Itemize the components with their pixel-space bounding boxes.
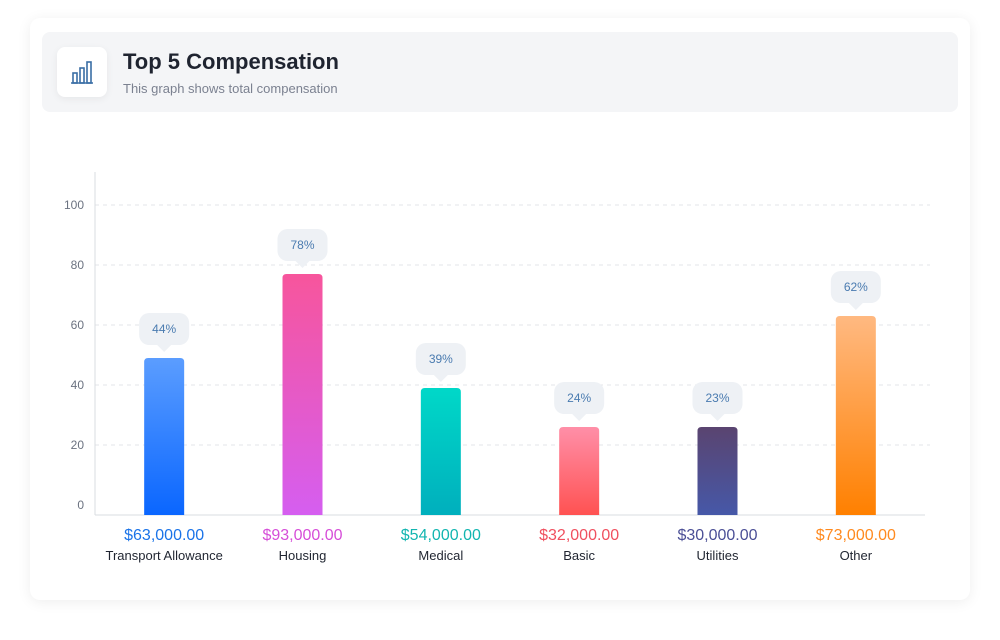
y-tick-label: 100 — [64, 198, 84, 212]
y-tick-label: 40 — [71, 378, 85, 392]
y-tick-label: 20 — [71, 438, 85, 452]
y-tick-label: 0 — [77, 498, 84, 512]
category-label: Utilities — [697, 548, 739, 563]
category-label: Other — [840, 548, 873, 563]
percent-label: 44% — [152, 322, 176, 336]
chart-card — [30, 18, 970, 600]
percent-label: 23% — [705, 391, 729, 405]
percent-bubble — [692, 382, 743, 414]
bar-other[interactable] — [835, 316, 876, 515]
category-label: Transport Allowance — [106, 548, 223, 563]
amount-label: $32,000.00 — [539, 527, 619, 544]
percent-bubble — [830, 271, 881, 303]
y-tick-label: 60 — [71, 318, 85, 332]
amount-label: $30,000.00 — [677, 527, 757, 544]
percent-bubble-pointer — [572, 414, 587, 421]
amount-label: $63,000.00 — [124, 527, 204, 544]
percent-label: 39% — [429, 352, 453, 366]
bar-medical[interactable] — [420, 388, 461, 515]
percent-bubble-pointer — [848, 303, 863, 310]
percent-bubble-pointer — [710, 414, 725, 421]
amount-label: $73,000.00 — [816, 527, 896, 544]
bar-basic[interactable] — [559, 427, 600, 515]
bar-chart-icon — [71, 61, 93, 84]
bar-utilities[interactable] — [697, 427, 738, 515]
percent-bubble-pointer — [433, 375, 448, 382]
amount-label: $54,000.00 — [401, 527, 481, 544]
percent-label: 24% — [567, 391, 591, 405]
percent-bubble-pointer — [295, 261, 310, 268]
percent-bubble — [415, 343, 466, 375]
y-tick-label: 80 — [71, 258, 85, 272]
bar-housing[interactable] — [282, 274, 323, 515]
amount-label: $93,000.00 — [262, 527, 342, 544]
page-title: Top 5 Compensation — [123, 49, 339, 74]
bar-transport-allowance[interactable] — [144, 358, 185, 515]
category-label: Medical — [418, 548, 463, 563]
chart-icon-box — [57, 47, 107, 97]
page-subtitle: This graph shows total compensation — [123, 81, 338, 96]
percent-label: 62% — [844, 280, 868, 294]
percent-bubble-pointer — [157, 345, 172, 352]
percent-bubble — [277, 229, 328, 261]
category-label: Basic — [563, 548, 595, 563]
chart-header — [42, 32, 958, 112]
percent-bubble — [554, 382, 605, 414]
percent-bubble — [139, 313, 190, 345]
percent-label: 78% — [290, 238, 314, 252]
category-label: Housing — [279, 548, 327, 563]
